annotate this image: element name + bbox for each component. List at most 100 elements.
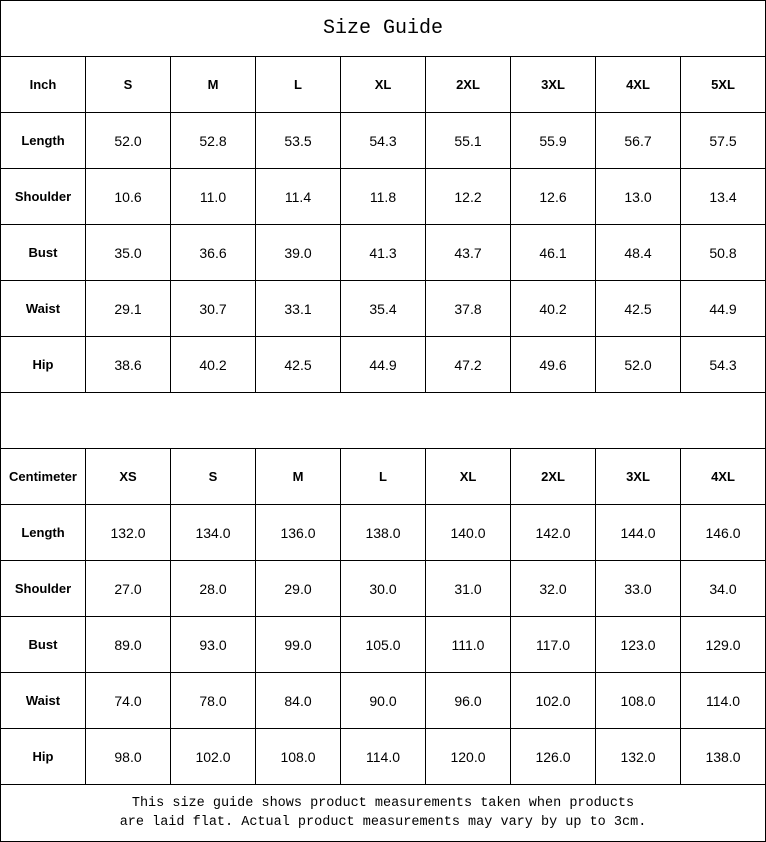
measurement-value: 93.0 xyxy=(170,616,256,673)
measurement-value: 52.0 xyxy=(595,336,681,393)
measurement-value: 138.0 xyxy=(340,504,426,561)
size-header: 5XL xyxy=(680,56,766,113)
measurement-value: 57.5 xyxy=(680,112,766,169)
measurement-value: 132.0 xyxy=(595,728,681,785)
measurement-value: 47.2 xyxy=(425,336,511,393)
size-header: 2XL xyxy=(425,56,511,113)
measurement-value: 44.9 xyxy=(680,280,766,337)
measurement-value: 142.0 xyxy=(510,504,596,561)
measurement-value: 40.2 xyxy=(170,336,256,393)
measurement-value: 38.6 xyxy=(85,336,171,393)
size-header: M xyxy=(170,56,256,113)
measurement-value: 54.3 xyxy=(680,336,766,393)
measurement-value: 40.2 xyxy=(510,280,596,337)
measurement-value: 146.0 xyxy=(680,504,766,561)
table-row: Waist 74.0 78.0 84.0 90.0 96.0 102.0 108.0 114.0 xyxy=(0,672,766,729)
measurement-label: Bust xyxy=(0,224,86,281)
measurement-value: 56.7 xyxy=(595,112,681,169)
measurement-value: 44.9 xyxy=(340,336,426,393)
measurement-value: 27.0 xyxy=(85,560,171,617)
measurement-value: 37.8 xyxy=(425,280,511,337)
note-line: This size guide shows product measuremen… xyxy=(131,796,635,811)
measurement-note: This size guide shows product measuremen… xyxy=(0,784,766,842)
size-header: S xyxy=(170,448,256,505)
spacer-row xyxy=(0,392,766,449)
measurement-value: 89.0 xyxy=(85,616,171,673)
measurement-value: 46.1 xyxy=(510,224,596,281)
measurement-value: 111.0 xyxy=(425,616,511,673)
measurement-value: 136.0 xyxy=(255,504,341,561)
measurement-value: 11.4 xyxy=(255,168,341,225)
measurement-value: 55.1 xyxy=(425,112,511,169)
size-header: 3XL xyxy=(595,448,681,505)
measurement-value: 12.6 xyxy=(510,168,596,225)
measurement-value: 48.4 xyxy=(595,224,681,281)
table-row: Shoulder 27.0 28.0 29.0 30.0 31.0 32.0 33.0 34.0 xyxy=(0,560,766,617)
measurement-value: 99.0 xyxy=(255,616,341,673)
measurement-value: 42.5 xyxy=(595,280,681,337)
measurement-value: 35.0 xyxy=(85,224,171,281)
measurement-value: 134.0 xyxy=(170,504,256,561)
size-header: 2XL xyxy=(510,448,596,505)
measurement-value: 35.4 xyxy=(340,280,426,337)
measurement-value: 50.8 xyxy=(680,224,766,281)
measurement-value: 11.0 xyxy=(170,168,256,225)
measurement-value: 98.0 xyxy=(85,728,171,785)
measurement-value: 41.3 xyxy=(340,224,426,281)
table-row: Bust 89.0 93.0 99.0 105.0 111.0 117.0 123.0 129.… xyxy=(0,616,766,673)
size-header: XL xyxy=(425,448,511,505)
measurement-value: 30.0 xyxy=(340,560,426,617)
measurement-value: 114.0 xyxy=(340,728,426,785)
measurement-value: 10.6 xyxy=(85,168,171,225)
cm-header-row: Centimeter XS S M L XL 2XL 3XL 4XL xyxy=(0,448,766,505)
table-row: Bust 35.0 36.6 39.0 41.3 43.7 46.1 48.4 50.8 xyxy=(0,224,766,281)
measurement-value: 32.0 xyxy=(510,560,596,617)
table-row: Length 132.0 134.0 136.0 138.0 140.0 142.0 144.… xyxy=(0,504,766,561)
measurement-value: 29.1 xyxy=(85,280,171,337)
table-row: Waist 29.1 30.7 33.1 35.4 37.8 40.2 42.5 44.9 xyxy=(0,280,766,337)
measurement-label: Length xyxy=(0,504,86,561)
measurement-value: 123.0 xyxy=(595,616,681,673)
measurement-value: 42.5 xyxy=(255,336,341,393)
measurement-value: 108.0 xyxy=(595,672,681,729)
measurement-value: 31.0 xyxy=(425,560,511,617)
size-header: L xyxy=(255,56,341,113)
measurement-value: 34.0 xyxy=(680,560,766,617)
measurement-value: 114.0 xyxy=(680,672,766,729)
measurement-value: 78.0 xyxy=(170,672,256,729)
measurement-value: 13.4 xyxy=(680,168,766,225)
note-line: are laid flat. Actual product measuremen… xyxy=(119,815,647,830)
measurement-value: 120.0 xyxy=(425,728,511,785)
measurement-value: 132.0 xyxy=(85,504,171,561)
measurement-label: Length xyxy=(0,112,86,169)
size-header: S xyxy=(85,56,171,113)
table-row: Hip 98.0 102.0 108.0 114.0 120.0 126.0 132.0 138… xyxy=(0,728,766,785)
cm-unit-label: Centimeter xyxy=(0,448,86,505)
measurement-value: 90.0 xyxy=(340,672,426,729)
measurement-value: 96.0 xyxy=(425,672,511,729)
table-row: Hip 38.6 40.2 42.5 44.9 47.2 49.6 52.0 54.3 xyxy=(0,336,766,393)
measurement-value: 117.0 xyxy=(510,616,596,673)
size-header: L xyxy=(340,448,426,505)
measurement-label: Waist xyxy=(0,280,86,337)
measurement-value: 74.0 xyxy=(85,672,171,729)
measurement-value: 84.0 xyxy=(255,672,341,729)
measurement-label: Shoulder xyxy=(0,168,86,225)
measurement-value: 55.9 xyxy=(510,112,596,169)
measurement-value: 43.7 xyxy=(425,224,511,281)
inch-unit-label: Inch xyxy=(0,56,86,113)
note-row: This size guide shows product measuremen… xyxy=(0,784,766,842)
measurement-value: 36.6 xyxy=(170,224,256,281)
measurement-value: 53.5 xyxy=(255,112,341,169)
measurement-value: 52.8 xyxy=(170,112,256,169)
inch-header-row: Inch S M L XL 2XL 3XL 4XL 5XL xyxy=(0,56,766,113)
size-header: XS xyxy=(85,448,171,505)
measurement-value: 129.0 xyxy=(680,616,766,673)
measurement-value: 33.0 xyxy=(595,560,681,617)
measurement-value: 140.0 xyxy=(425,504,511,561)
measurement-value: 39.0 xyxy=(255,224,341,281)
measurement-label: Shoulder xyxy=(0,560,86,617)
size-header: 4XL xyxy=(680,448,766,505)
measurement-label: Bust xyxy=(0,616,86,673)
measurement-value: 30.7 xyxy=(170,280,256,337)
